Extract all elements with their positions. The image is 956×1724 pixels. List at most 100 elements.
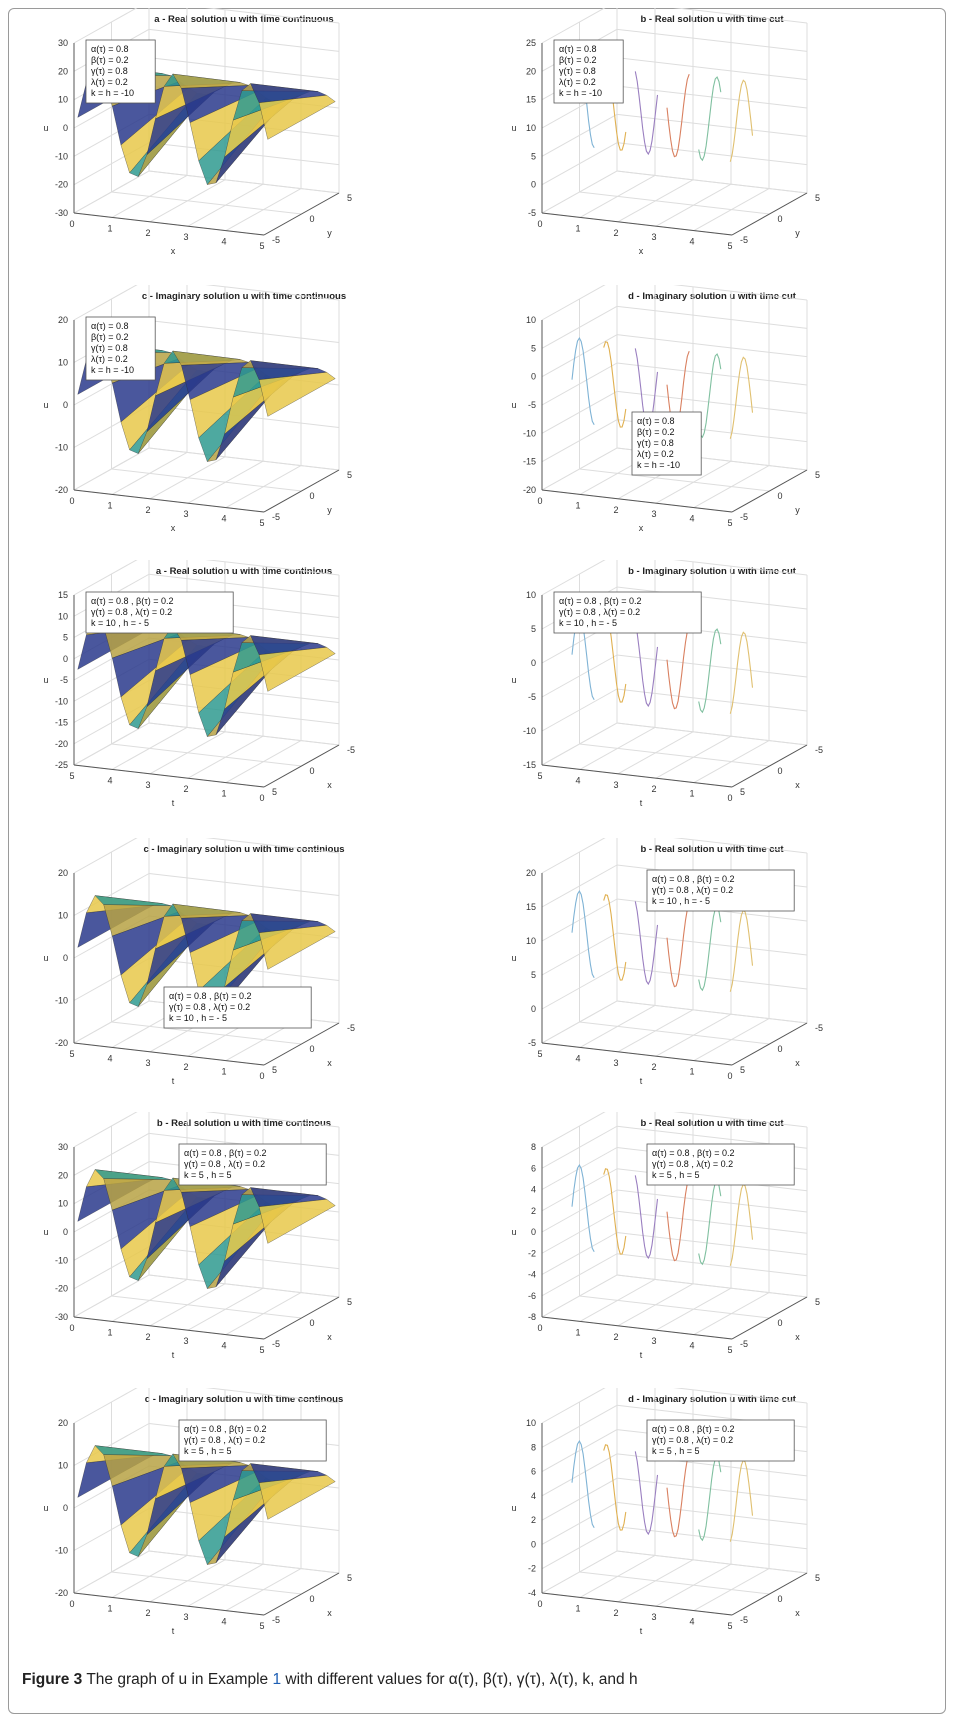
chart-axes [541, 1423, 808, 1616]
x-tick-label: 0 [259, 793, 264, 803]
z-tick-label: 30 [58, 1142, 68, 1152]
z-tick-label: 6 [531, 1467, 536, 1477]
x-axis-label: t [172, 798, 175, 808]
x-tick-label: 0 [537, 1599, 542, 1609]
x-tick-label: 0 [69, 1599, 74, 1609]
chart-svg-10: b - Real solution u with time cut 8 6 4 2 0 -2… [511, 1112, 820, 1360]
grid-line [111, 1571, 302, 1595]
x-axis-label: t [172, 1626, 175, 1636]
depth-axis-label: y [327, 505, 332, 515]
depth-tick-label: -5 [740, 1339, 748, 1349]
grid-line [148, 1246, 340, 1270]
legend-entry: k = h = -10 [559, 88, 602, 98]
legend-entry: k = h = -10 [91, 365, 134, 375]
z-tick-label: 10 [526, 123, 536, 133]
legend-entry: λ(τ) = 0.2 [91, 77, 128, 87]
surface-strip [258, 95, 336, 140]
grid-line [616, 1253, 808, 1277]
curve-segment [698, 628, 722, 714]
chart-title: c - Imaginary solution u with time conti… [142, 291, 346, 302]
depth-tick-label: -5 [740, 235, 748, 245]
legend-entry: β(τ) = 0.2 [637, 427, 675, 437]
x-axis-line [73, 1042, 265, 1066]
surface [77, 342, 336, 462]
grid-line [673, 560, 808, 576]
depth-axis-label: x [795, 1332, 800, 1342]
legend-entry: α(τ) = 0.8 [91, 321, 129, 331]
x-axis-label: t [640, 1350, 643, 1360]
legend-box [631, 411, 702, 476]
z-tick-label: 5 [531, 151, 536, 161]
curves [571, 890, 754, 992]
z-tick-label: 0 [63, 1503, 68, 1513]
grid-line [148, 873, 340, 896]
x-tick-label: 4 [689, 237, 694, 247]
grid-line [148, 701, 340, 725]
legend: α(τ) = 0.8 , β(τ) = 0.2γ(τ) = 0.8 , λ(τ)… [85, 591, 234, 634]
surface-strip [258, 1199, 336, 1244]
figure-frame [8, 8, 946, 1714]
z-tick-label: 5 [531, 970, 536, 980]
chart-axes [73, 595, 340, 788]
z-tick-label: 2 [531, 1515, 536, 1525]
x-axis-line [541, 489, 733, 513]
depth-axis-label: x [327, 780, 332, 790]
chart-panel-2: b - Real solution u with time cut 25 20 15 1… [482, 8, 952, 273]
legend-box [646, 1143, 795, 1186]
x-axis-line [541, 1042, 733, 1066]
grid-line [673, 285, 808, 301]
legend-box [178, 1419, 327, 1462]
grid-line [579, 743, 770, 767]
x-tick-label: 2 [183, 784, 188, 794]
chart-panel-3: c - Imaginary solution u with time conti… [14, 285, 484, 550]
z-tick-label: -20 [55, 485, 68, 495]
depth-axis-line [263, 469, 340, 513]
x-tick-label: 1 [689, 789, 694, 799]
depth-tick-label: 5 [740, 1065, 745, 1075]
x-axis-label: x [171, 523, 176, 533]
x-tick-label: 1 [221, 789, 226, 799]
depth-tick-label: -5 [740, 1615, 748, 1625]
depth-tick-label: 0 [778, 1594, 783, 1604]
depth-axis-label: x [795, 780, 800, 790]
curve-segment [666, 74, 690, 158]
x-tick-label: 3 [613, 1058, 618, 1068]
legend-entry: γ(τ) = 0.8 [559, 66, 596, 76]
legend: α(τ) = 0.8 , β(τ) = 0.2γ(τ) = 0.8 , λ(τ)… [646, 1143, 795, 1186]
z-tick-label: -10 [523, 428, 536, 438]
legend-entry: k = 5 , h = 5 [184, 1446, 232, 1456]
legend-entry: λ(τ) = 0.2 [559, 77, 596, 87]
z-tick-label: 20 [58, 315, 68, 325]
z-tick-label: -20 [55, 739, 68, 749]
legend-entry: λ(τ) = 0.2 [637, 449, 674, 459]
chart-title: b - Imaginary solution u with time cut [628, 566, 797, 577]
z-tick-label: 10 [58, 95, 68, 105]
chart-title: a - Real solution u with time continuous [154, 14, 333, 25]
legend-box [85, 591, 234, 634]
caption-example-link[interactable]: 1 [272, 1671, 282, 1688]
legend-box [553, 39, 624, 104]
depth-tick-label: -5 [272, 1615, 280, 1625]
x-tick-label: 0 [69, 219, 74, 229]
z-tick-label: 0 [531, 180, 536, 190]
x-tick-label: 1 [689, 1067, 694, 1077]
chart-svg-6: b - Imaginary solution u with time cut 1 0… [511, 560, 823, 808]
x-tick-label: 1 [107, 1327, 112, 1337]
legend-entry: k = 10 , h = - 5 [169, 1013, 227, 1023]
legend-entry: k = 5 , h = 5 [184, 1170, 232, 1180]
x-tick-label: 5 [259, 518, 264, 528]
z-tick-label: 10 [58, 1199, 68, 1209]
chart-svg-5: a - Real solution u with time continious… [43, 560, 355, 808]
z-tick-label: 15 [58, 590, 68, 600]
curve-segment [571, 337, 595, 426]
grid-line [579, 191, 770, 215]
grid-line [616, 334, 808, 358]
legend-entry: α(τ) = 0.8 , β(τ) = 0.2 [169, 991, 252, 1001]
curve-segment [698, 1456, 722, 1542]
curves [571, 1440, 754, 1542]
chart-panel-12: d - Imaginary solution u with time cut 10… [482, 1388, 952, 1653]
x-tick-label: 0 [727, 793, 732, 803]
curve-segment [729, 1183, 754, 1266]
legend: α(τ) = 0.8β(τ) = 0.2γ(τ) = 0.8λ(τ) = 0.2… [553, 39, 624, 104]
z-tick-label: -15 [523, 760, 536, 770]
